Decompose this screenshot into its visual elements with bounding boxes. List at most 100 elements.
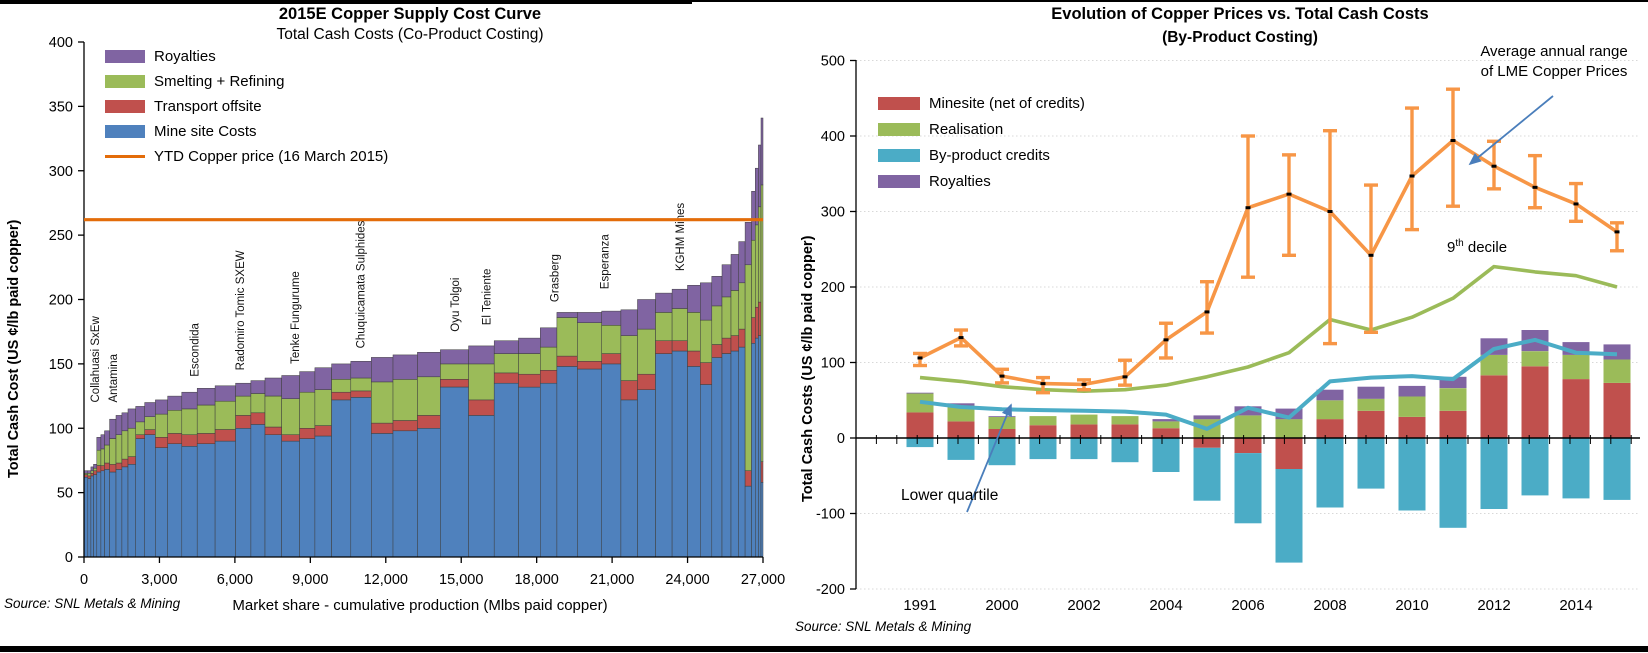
cost-curve-bar-segment	[637, 389, 656, 558]
cost-curve-bar-segment	[144, 416, 156, 430]
cost-curve-bar-segment	[392, 354, 418, 380]
stacked-bar-segment	[1275, 438, 1303, 469]
cost-curve-bar-segment	[235, 395, 252, 416]
cost-curve-bar-segment	[760, 482, 764, 558]
cost-curve-bar-segment	[468, 415, 495, 558]
right-chart-title: Evolution of Copper Prices vs. Total Cas…	[1051, 5, 1429, 23]
cost-curve-bar-segment	[540, 346, 558, 371]
legend-item-minesite: Mine site Costs	[105, 122, 257, 140]
legend-label: Smelting + Refining	[154, 72, 285, 90]
left-chart-subtitle: Total Cash Costs (Co-Product Costing)	[276, 26, 544, 43]
stacked-bar-segment	[1357, 410, 1385, 438]
cost-curve-bar-segment	[127, 428, 136, 457]
cost-curve-bar-segment	[314, 367, 332, 390]
left-y-tick-label: 50	[57, 486, 73, 502]
cost-curve-bar-segment	[250, 412, 266, 425]
right-stacked-bars	[906, 330, 1631, 563]
cost-curve-bar-segment	[90, 473, 94, 477]
cost-curve-bar-segment	[196, 433, 216, 444]
cost-curve-bar-segment	[196, 404, 216, 434]
cost-curve-bar-segment	[264, 395, 282, 428]
stacked-bar-segment	[1357, 386, 1385, 399]
cost-curve-bar-segment	[744, 222, 752, 266]
cost-curve-bar-segment	[601, 325, 622, 354]
stacked-bar-segment	[1521, 351, 1549, 367]
stacked-bar-segment	[1193, 438, 1221, 448]
stacked-bar-segment	[906, 392, 934, 394]
cost-curve-bar-segment	[93, 467, 98, 472]
cost-curve-bar-segment	[155, 437, 168, 448]
price-average-marker	[1163, 338, 1169, 342]
stacked-bar-segment	[1152, 421, 1180, 429]
cost-curve-bar-segment	[115, 462, 123, 470]
stacked-bar-segment	[947, 421, 975, 438]
cost-curve-bar-segment	[250, 424, 266, 558]
price-average-marker	[1245, 206, 1251, 210]
mine-label: El Teniente	[481, 269, 493, 326]
left-y-tick-label: 200	[49, 293, 73, 309]
cost-curve-bar-segment	[115, 469, 123, 558]
cost-curve-bar-segment	[518, 337, 541, 354]
left-y-axis-label: Total Cash Cost (US ¢/lb paid copper)	[6, 219, 22, 478]
price-average-marker	[1409, 174, 1415, 178]
annotation-arrows	[966, 95, 1554, 513]
stacked-bar-segment	[1070, 424, 1098, 438]
legend-label: Mine site Costs	[154, 122, 257, 140]
stacked-bar-segment	[988, 416, 1016, 417]
cost-curve-bar-segment	[90, 475, 94, 558]
legend-label: Transport offsite	[154, 97, 262, 115]
legend-item-byproduct: By-product credits	[878, 147, 1050, 164]
cost-curve-bar-segment	[601, 363, 622, 558]
cost-curve-bar-segment	[115, 434, 123, 464]
cost-curve-bar-segment	[655, 312, 673, 341]
mine-label: Antamina	[108, 353, 120, 402]
mine-label: Tenke Fungurume	[290, 271, 302, 364]
cost-curve-bar-segment	[687, 366, 701, 558]
cost-curve-bar-segment	[730, 254, 739, 291]
mine-label: Radomiro Tomic SXEW	[235, 250, 247, 370]
cost-curve-bar-segment	[700, 319, 713, 363]
cost-curve-bar-segment	[755, 337, 759, 558]
top-border-left	[0, 0, 692, 4]
stacked-bar-segment	[1193, 447, 1221, 501]
left-y-tick-label: 400	[49, 35, 73, 51]
cost-curve-bar-segment	[350, 361, 372, 379]
stacked-bar-segment	[1029, 416, 1057, 426]
right-chart-subtitle: (By-Product Costing)	[1162, 29, 1318, 46]
cost-curve-bar-segment	[314, 389, 332, 426]
cost-curve-bar-segment	[556, 312, 578, 318]
lower-quartile-line	[919, 337, 1618, 431]
royalties-right-swatch	[878, 174, 920, 188]
ytd-price-line-swatch	[105, 154, 145, 158]
left-y-tick-label: 0	[65, 550, 73, 566]
cost-curve-bar-segment	[744, 264, 752, 471]
cost-curve-bar-segment	[181, 408, 198, 435]
cost-curve-bar-segment	[493, 353, 519, 374]
annotation-line: of LME Copper Prices	[1480, 63, 1628, 81]
cost-curve-bar-segment	[121, 412, 129, 432]
lme-price-range-annotation: Average annual range of LME Copper Price…	[1462, 42, 1646, 83]
lower-quartile-annotation: Lower quartile	[901, 487, 999, 504]
mine-label: Escondida	[190, 322, 202, 376]
cost-curve-bar-segment	[196, 443, 216, 558]
ninth-decile-line	[919, 264, 1618, 394]
cost-curve-bar-segment	[755, 306, 759, 339]
stacked-bar-segment	[1480, 375, 1508, 438]
left-x-tick-label: 12,000	[364, 572, 408, 588]
cost-curve-bar-segment	[214, 385, 236, 402]
cost-curve-bar-segment	[264, 434, 282, 558]
cost-curve-bar-segment	[493, 340, 519, 354]
byproduct-swatch	[878, 148, 920, 162]
cost-curve-bar-segment	[104, 462, 110, 470]
cost-curve-bar-segment	[738, 328, 746, 348]
cost-curve-bar-segment	[299, 391, 316, 429]
right-x-tick-label: 2012	[1477, 597, 1510, 614]
right-y-tick-label: -100	[816, 507, 845, 523]
cost-curve-bar-segment	[109, 464, 117, 473]
cost-curve-bar-segment	[730, 335, 739, 352]
transport-swatch	[105, 99, 145, 113]
cost-curve-bar-segment	[214, 440, 236, 558]
stacked-bar-segment	[1152, 428, 1180, 438]
stacked-bar-segment	[1070, 438, 1098, 460]
